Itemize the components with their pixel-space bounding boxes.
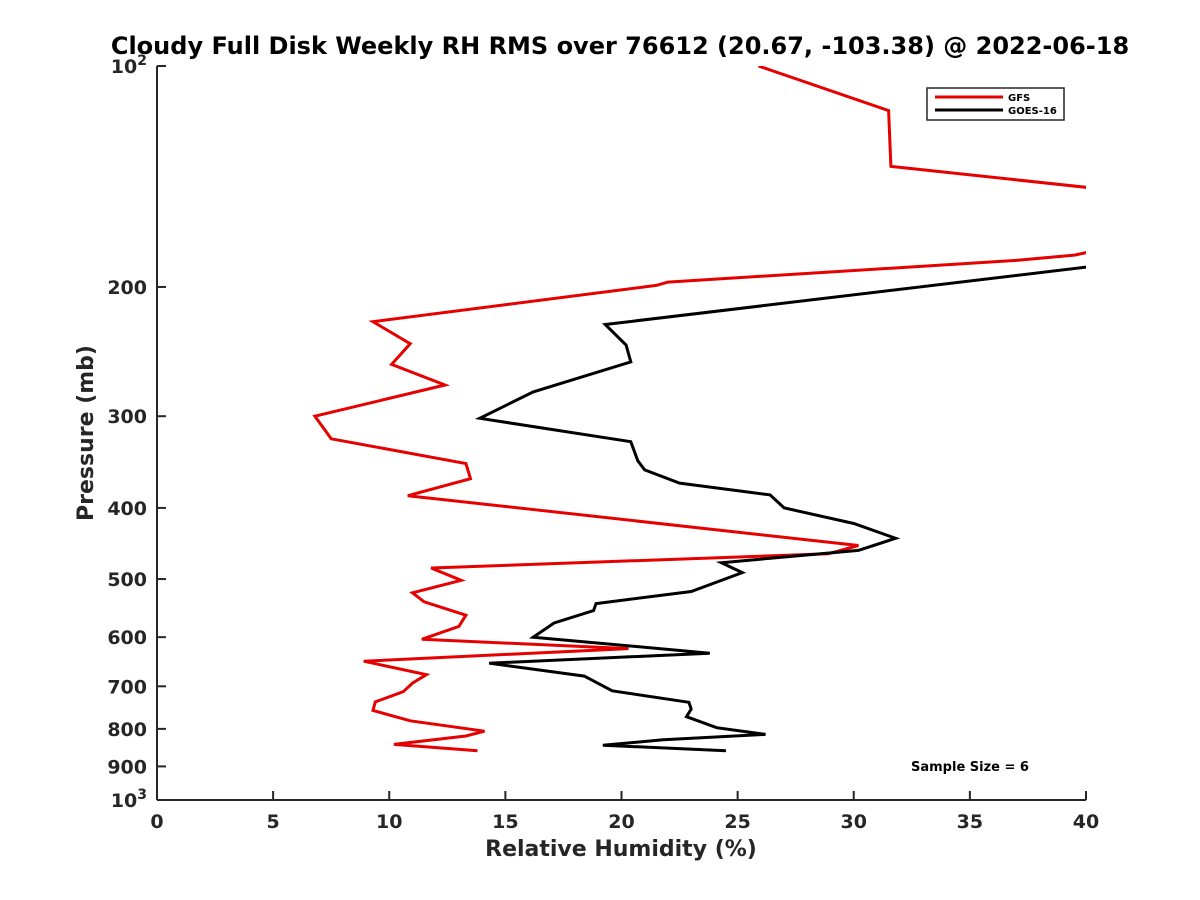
x-tick-label: 0 bbox=[150, 811, 163, 833]
y-tick-label: 103 bbox=[111, 787, 147, 812]
chart-title: Cloudy Full Disk Weekly RH RMS over 7661… bbox=[111, 32, 1129, 60]
legend: GFS GOES-16 bbox=[926, 87, 1065, 121]
y-ticks: 102 200 300 400 500 600 700 800 900 103 bbox=[107, 53, 166, 812]
x-tick-label: 15 bbox=[492, 811, 518, 833]
x-tick-label: 20 bbox=[608, 811, 634, 833]
y-tick-label: 102 bbox=[111, 53, 147, 78]
x-tick-label: 5 bbox=[267, 811, 280, 833]
y-tick-label: 800 bbox=[107, 719, 147, 741]
sample-size-annotation: Sample Size = 6 bbox=[911, 760, 1029, 775]
legend-label-gfs: GFS bbox=[1008, 93, 1030, 104]
x-ticks: 0 5 10 15 20 25 30 35 40 bbox=[150, 791, 1099, 833]
x-tick-label: 40 bbox=[1073, 811, 1099, 833]
y-tick-label: 500 bbox=[107, 569, 147, 591]
x-tick-label: 25 bbox=[724, 811, 750, 833]
x-tick-label: 10 bbox=[376, 811, 402, 833]
y-tick-label: 900 bbox=[107, 756, 147, 778]
y-axis-label: Pressure (mb) bbox=[74, 345, 99, 521]
y-tick-label: 700 bbox=[107, 676, 147, 698]
y-tick-label: 200 bbox=[107, 277, 147, 299]
x-axis-label: Relative Humidity (%) bbox=[485, 837, 757, 862]
series-layer bbox=[312, 66, 1086, 753]
x-tick-label: 30 bbox=[841, 811, 867, 833]
series-line-goes16 bbox=[474, 265, 1086, 753]
legend-box bbox=[926, 87, 1065, 121]
y-tick-label: 400 bbox=[107, 498, 147, 520]
x-tick-label: 35 bbox=[957, 811, 983, 833]
legend-label-goes16: GOES-16 bbox=[1008, 106, 1057, 117]
y-tick-label: 300 bbox=[107, 406, 147, 428]
series-line-gfs bbox=[312, 66, 1086, 753]
y-tick-label: 600 bbox=[107, 627, 147, 649]
